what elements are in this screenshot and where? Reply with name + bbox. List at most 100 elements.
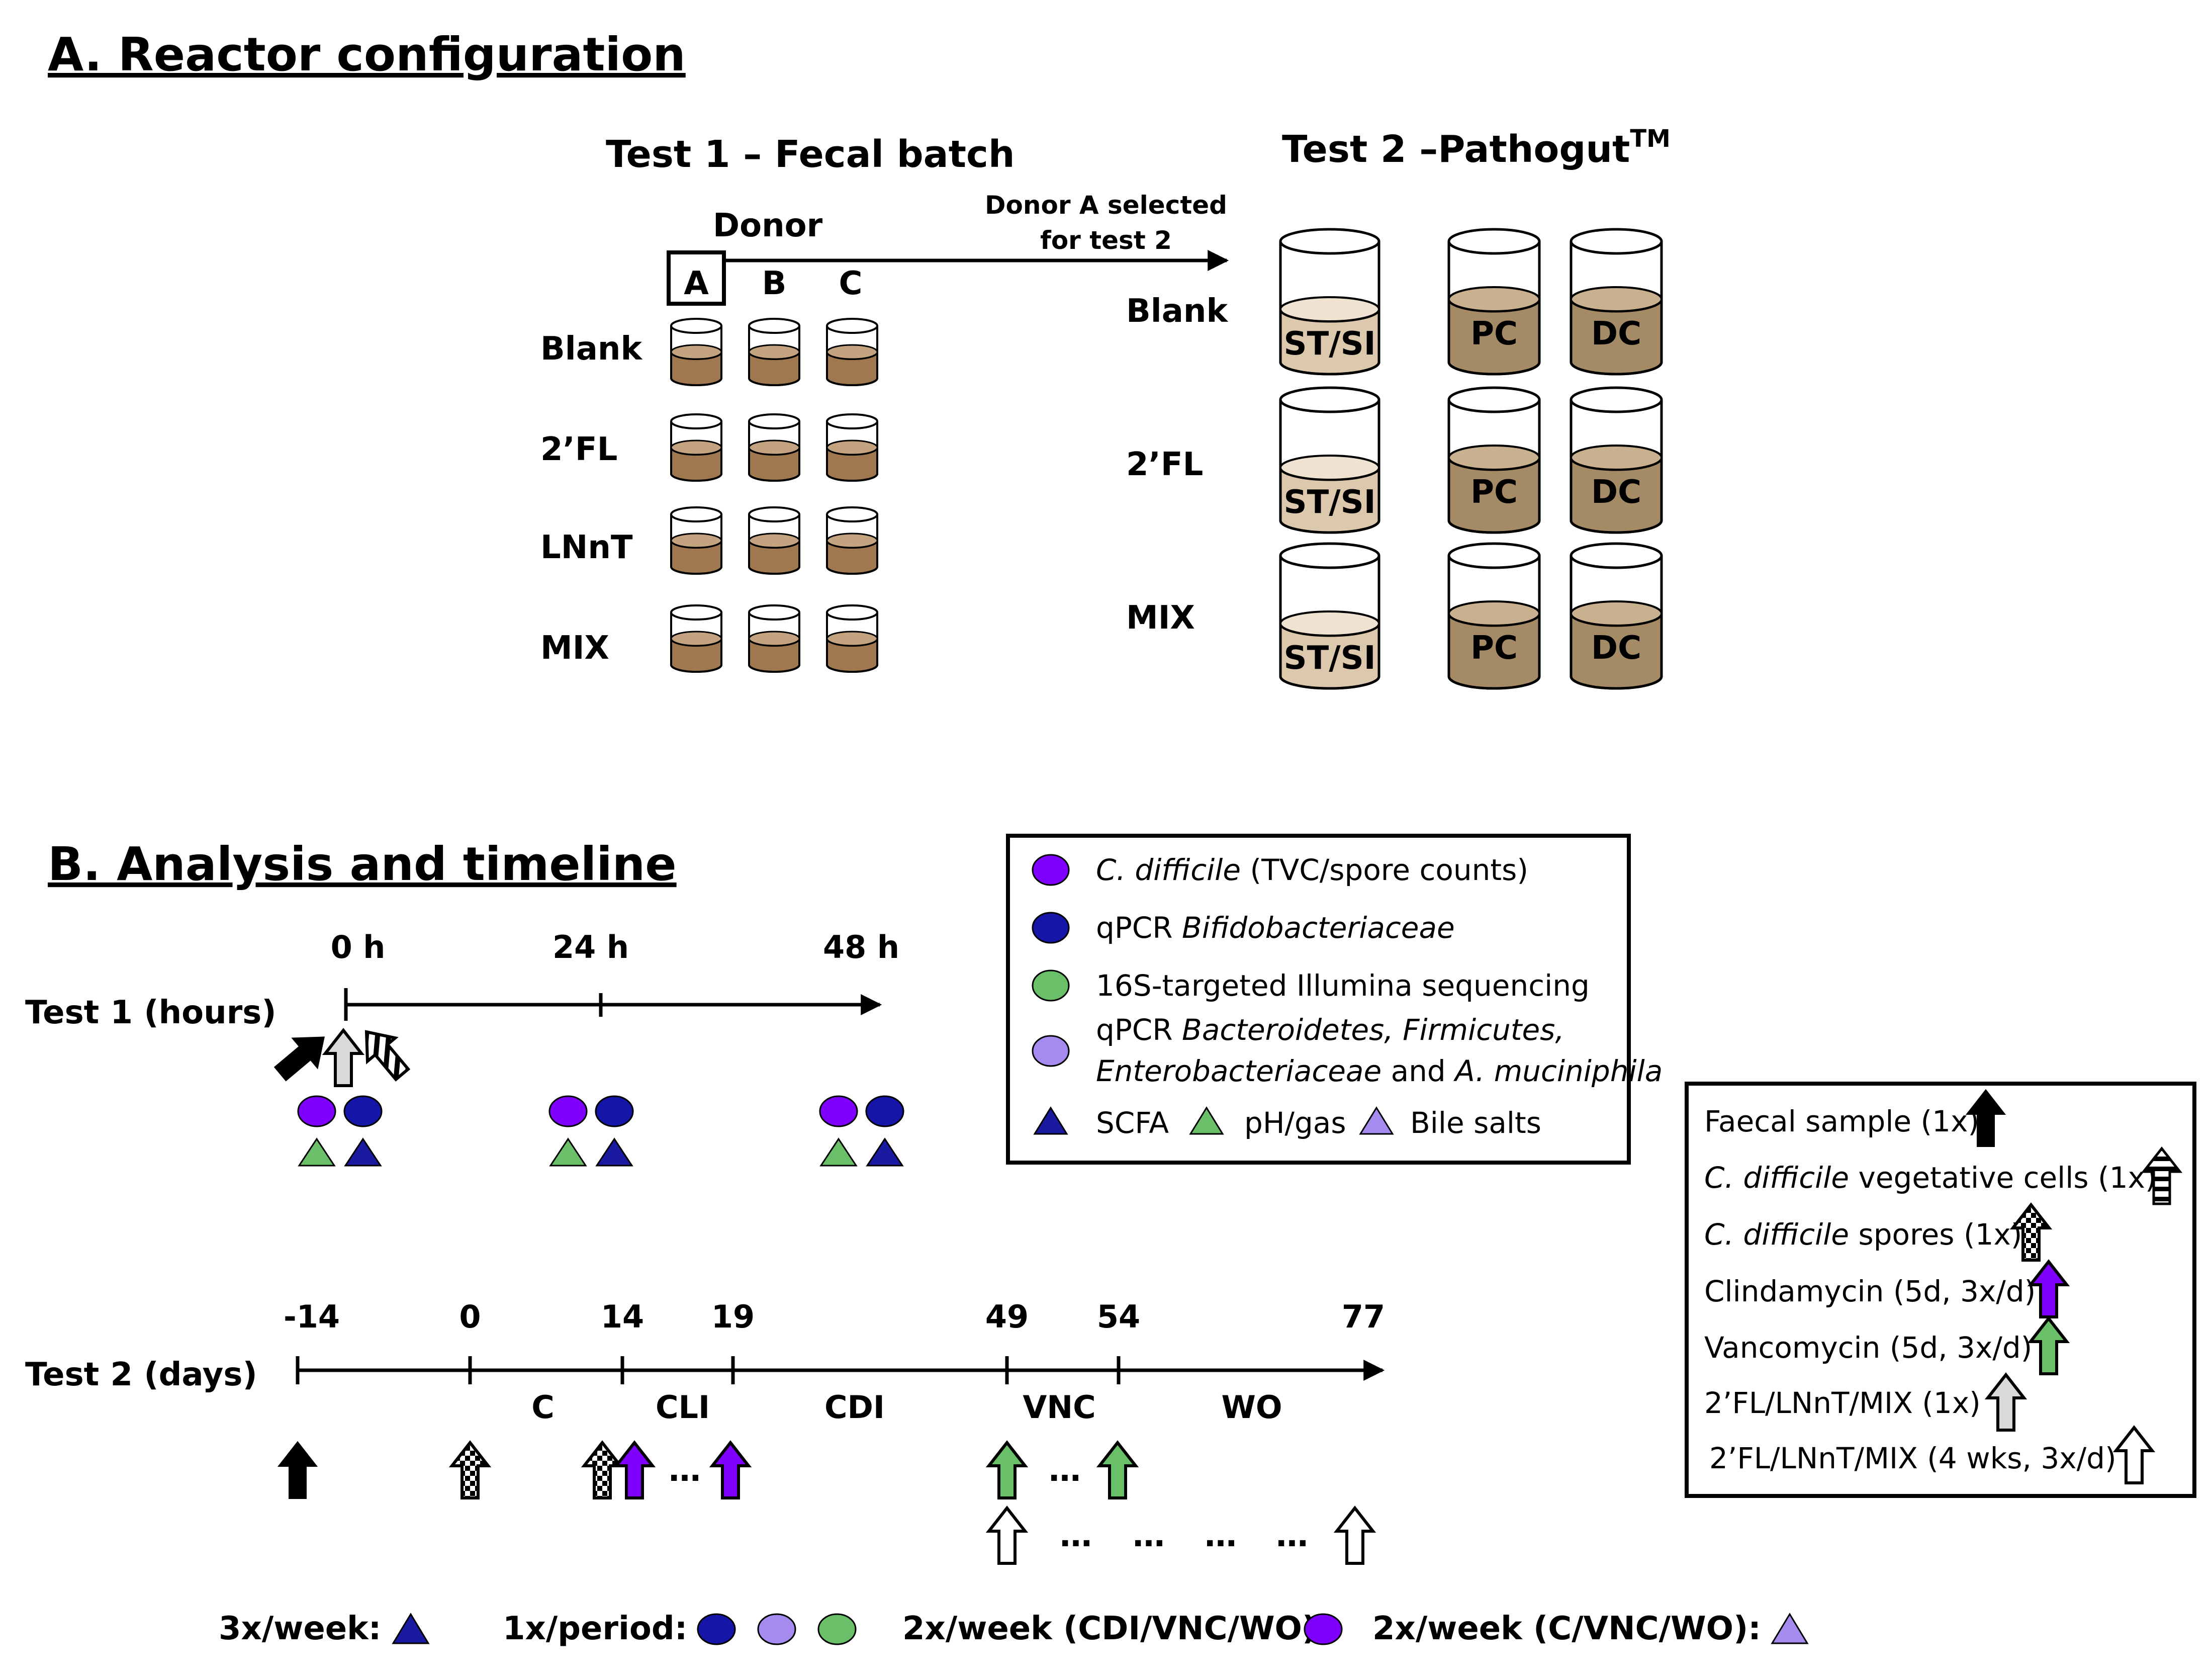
test1-title: Test 1 – Fecal batch [606,133,1015,176]
reactor-label: DC [1591,474,1641,511]
bifido-legend-icon [1032,912,1070,944]
bottle [826,604,878,673]
period-vnc: VNC [1023,1389,1095,1426]
reactor-vessel: ST/SI [1279,386,1380,534]
cdiff-freq-icon [1304,1613,1343,1645]
reactor-label: DC [1591,315,1641,352]
bottle [826,318,878,386]
vancomycin-arrow-icon [989,1443,1025,1498]
donor-label: Donor [713,207,823,244]
t2-row-2fl: 2’FL [1126,446,1203,483]
test2-tick-label: 54 [1097,1298,1140,1335]
t2-row-mix: MIX [1126,599,1195,637]
clindamycin-arrow-icon [712,1443,749,1498]
hmo-repeated-arrow-icon [989,1508,1025,1563]
ph-gas-marker [549,1137,587,1167]
reactor-vessel: DC [1570,542,1663,690]
test1-timeline-label: Test 1 (hours) [25,994,276,1031]
legend-item-qpcr-line1: qPCR Bacteroidetes, Firmicutes, [1096,1013,1564,1047]
scfa-legend-icon [1033,1106,1068,1135]
reactor-label: PC [1470,630,1518,667]
ellipsis: … [1205,1517,1237,1554]
reactor-vessel: ST/SI [1279,542,1380,690]
tick-0h: 0 h [331,929,386,965]
reactor-label: ST/SI [1283,325,1375,363]
legend-item-bifido: qPCR Bifidobacteriaceae [1096,911,1455,945]
vancomycin-arrow-icon [1099,1443,1136,1498]
spores-arrow-icon [584,1443,620,1498]
reactor-vessel: PC [1447,386,1541,534]
hmo-repeated-arrow-icon [1337,1508,1373,1563]
reactor-vessels: ST/SI PC DC ST/SI PC DC ST/SI PC DC [1279,228,1663,690]
scfa-marker [344,1137,382,1167]
test2-tick-label: 77 [1342,1298,1385,1335]
bile-salts-freq-icon [1771,1613,1809,1644]
freq-2x-week-c: 2x/week (C/VNC/WO): [1372,1610,1761,1647]
reactor-vessel: DC [1570,228,1663,376]
test2-tick-label: 49 [985,1298,1029,1335]
bottle [748,413,800,482]
legend-item-qpcr-line2: Enterobacteriaceae and A. muciniphila [1096,1054,1663,1088]
t1-row-2fl: 2’FL [540,431,617,468]
arrow-legend-vancomycin: Vancomycin (5d, 3x/d) [1704,1331,2032,1365]
donor-a-box [667,250,726,306]
arrow-note-2: for test 2 [1040,226,1172,255]
arrow-legend-hmo-repeated: 2’FL/LNnT/MIX (4 wks, 3x/d) [1709,1441,2116,1475]
period-cli: CLI [656,1389,710,1426]
ph-gas-marker [819,1137,858,1167]
period-wo: WO [1221,1389,1282,1426]
test2-tick-label: -14 [284,1298,340,1335]
faecal-sample-arrow-icon [279,1442,317,1499]
ph-gas-legend-icon [1189,1106,1224,1135]
reactor-label: PC [1470,474,1518,511]
batch-bottles [670,318,878,673]
reactor-vessel: DC [1570,386,1663,534]
clindamycin-arrow-icon [616,1443,653,1498]
period-c: C [531,1389,555,1426]
ellipsis: … [1133,1517,1165,1554]
test2-title: Test 2 –PathogutTM [1282,125,1671,171]
donor-a: A [684,265,709,302]
reactor-label: ST/SI [1283,484,1375,521]
cdiff-marker [548,1095,588,1127]
freq-1x-period: 1x/period: [503,1610,687,1647]
legend-bile-salts: Bile salts [1410,1106,1541,1140]
cdiff-marker [819,1095,858,1127]
reactor-vessel: ST/SI [1279,228,1380,376]
legend-scfa: SCFA [1096,1106,1169,1140]
scfa-freq-icon [392,1613,430,1644]
ph-gas-marker [298,1137,336,1167]
bottle [748,318,800,386]
freq-2x-week-cdi: 2x/week (CDI/VNC/WO): [902,1610,1330,1647]
legend-item-cdiff: C. difficile (TVC/spore counts) [1096,853,1528,887]
legend-ph-gas: pH/gas [1244,1106,1346,1140]
bottle [670,604,722,673]
donor-b: B [762,265,787,302]
tick-24h: 24 h [552,929,629,965]
legend-item-illumina: 16S-targeted Illumina sequencing [1096,968,1590,1003]
reactor-vessel: PC [1447,228,1541,376]
ellipsis: … [1276,1517,1308,1554]
arrow-legend-box [1685,1082,2196,1498]
arrow-legend-clindamycin: Clindamycin (5d, 3x/d) [1704,1274,2036,1308]
t2-row-blank: Blank [1126,293,1228,330]
bottle [826,506,878,575]
bile-salts-legend-icon [1359,1106,1394,1135]
bottle [826,413,878,482]
ellipsis: … [1060,1517,1092,1554]
arrow-legend-hmo-single: 2’FL/LNnT/MIX (1x) [1704,1386,1981,1420]
arrow-legend-faecal: Faecal sample (1x) [1704,1104,1979,1138]
analysis-legend-box [1006,834,1631,1165]
bottle [748,604,800,673]
scfa-marker [866,1137,904,1167]
t1-row-mix: MIX [540,630,609,667]
bifido-marker [595,1095,634,1127]
illumina-freq-icon [817,1613,857,1645]
reactor-vessel: PC [1447,542,1541,690]
period-cdi: CDI [824,1389,885,1426]
t1-row-blank: Blank [540,330,642,368]
test1-markers [297,1095,904,1167]
reactor-label: ST/SI [1283,640,1375,677]
bifido-marker [865,1095,904,1127]
